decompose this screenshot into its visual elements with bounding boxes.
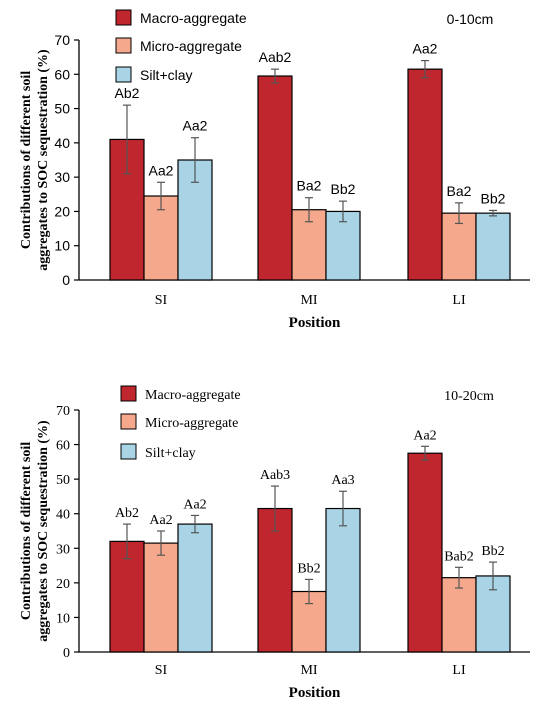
- significance-label: Aab2: [259, 49, 292, 65]
- significance-label: Bb2: [481, 544, 504, 559]
- y-axis-label-line: Contributions of different soil: [19, 442, 34, 620]
- y-tick-label: 60: [56, 439, 70, 454]
- chart-0-10cm: Contributions of different soil aggregate…: [0, 0, 550, 345]
- legend-label: Silt+clay: [145, 446, 196, 461]
- significance-label: Aab3: [260, 468, 290, 483]
- y-tick-label: 20: [54, 203, 70, 219]
- y-tick-label: 30: [56, 542, 70, 557]
- legend-swatch-macro-aggregate: [115, 9, 132, 26]
- bar-macro-aggregate-mi: [257, 75, 293, 281]
- significance-label: Bb2: [481, 190, 506, 206]
- y-axis-label: Contributions of different soil aggregate…: [19, 420, 51, 642]
- significance-label: Aa2: [149, 162, 174, 178]
- y-tick-label: 40: [56, 508, 70, 523]
- x-tick-label: MI: [300, 293, 317, 308]
- significance-label: Ba2: [447, 183, 472, 199]
- significance-label: Ba2: [297, 178, 322, 194]
- y-tick-label: 20: [56, 577, 70, 592]
- x-tick-label: SI: [155, 293, 168, 308]
- y-axis-label-line: Contributions of different soil: [19, 71, 34, 249]
- depth-label: 0-10cm: [447, 11, 494, 27]
- bar-macro-aggregate-mi: [257, 507, 293, 653]
- legend-swatch-silt-clay: [120, 443, 137, 460]
- bar-micro-aggregate-si: [143, 542, 179, 653]
- bar-macro-aggregate-li: [407, 452, 443, 653]
- bar-silt-clay-si: [177, 159, 213, 281]
- significance-label: Aa2: [183, 497, 206, 512]
- y-tick-label: 50: [56, 473, 70, 488]
- y-tick-label: 40: [54, 135, 70, 151]
- bar-silt-clay-si: [177, 523, 213, 653]
- depth-label: 10-20cm: [444, 389, 494, 404]
- y-tick-label: 10: [54, 238, 70, 254]
- significance-label: Bab2: [444, 549, 474, 564]
- chart-svg-0-10cm: Contributions of different soil aggregate…: [19, 9, 530, 331]
- y-tick-label: 10: [56, 611, 70, 626]
- significance-label: Aa2: [149, 513, 172, 528]
- y-axis-label-line: aggregates to SOC sequestration (%): [36, 420, 51, 642]
- chart-svg-10-20cm: Contributions of different soil aggregate…: [19, 385, 530, 701]
- bar-silt-clay-mi: [325, 210, 361, 281]
- bar-micro-aggregate-li: [441, 577, 477, 653]
- x-tick-label: LI: [452, 663, 466, 678]
- bar-silt-clay-li: [475, 575, 511, 653]
- significance-label: Aa2: [413, 41, 438, 57]
- significance-label: Aa3: [331, 473, 354, 488]
- y-axis-label-line: aggregates to SOC sequestration (%): [36, 49, 51, 271]
- y-axis-label: Contributions of different soil aggregate…: [19, 49, 51, 271]
- legend-label: Micro-aggregate: [140, 38, 242, 54]
- legend-label: Micro-aggregate: [145, 416, 238, 431]
- bar-macro-aggregate-li: [407, 68, 443, 281]
- significance-label: Bb2: [297, 561, 320, 576]
- significance-label: Ab2: [115, 506, 139, 521]
- x-axis-label: Position: [289, 315, 341, 331]
- y-tick-label: 0: [63, 646, 70, 661]
- significance-label: Aa2: [183, 118, 208, 134]
- legend-label: Macro-aggregate: [140, 10, 247, 26]
- x-axis-label: Position: [289, 685, 341, 701]
- y-tick-label: 60: [54, 66, 70, 82]
- legend-label: Macro-aggregate: [145, 388, 241, 403]
- significance-label: Bb2: [331, 181, 356, 197]
- bar-silt-clay-li: [475, 212, 511, 281]
- legend-swatch-micro-aggregate: [120, 413, 137, 430]
- y-tick-label: 50: [54, 101, 70, 117]
- significance-label: Aa2: [413, 428, 436, 443]
- y-tick-label: 70: [54, 32, 70, 48]
- bar-micro-aggregate-si: [143, 195, 179, 281]
- bar-silt-clay-mi: [325, 507, 361, 653]
- legend-swatch-micro-aggregate: [115, 37, 132, 54]
- legend-swatch-silt-clay: [115, 66, 132, 83]
- y-tick-label: 70: [56, 404, 70, 419]
- x-tick-label: MI: [300, 663, 317, 678]
- x-tick-label: SI: [155, 663, 168, 678]
- legend-swatch-macro-aggregate: [120, 385, 137, 402]
- y-tick-label: 0: [62, 272, 70, 288]
- x-tick-label: LI: [452, 293, 466, 308]
- significance-label: Ab2: [115, 85, 140, 101]
- legend-label: Silt+clay: [140, 67, 193, 83]
- chart-10-20cm: Contributions of different soil aggregate…: [0, 370, 550, 714]
- y-tick-label: 30: [54, 169, 70, 185]
